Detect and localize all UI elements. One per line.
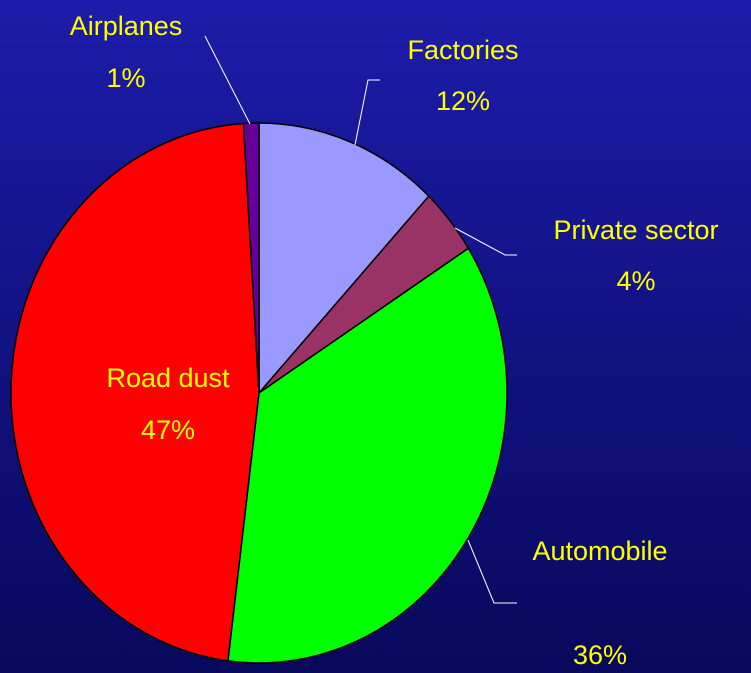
- pie-slice: [10, 122, 260, 662]
- leader-line: [467, 539, 517, 604]
- slice-value-label: 47%: [141, 415, 195, 445]
- leader-line: [454, 227, 517, 256]
- leader-line: [204, 35, 251, 125]
- pie-slice: [258, 122, 430, 396]
- slice-value-label: 36%: [573, 640, 627, 670]
- slice-label: Road dust: [106, 363, 230, 393]
- pie-slice: [242, 122, 260, 394]
- slice-label: Airplanes: [70, 11, 183, 41]
- slice-label: Automobile: [532, 536, 667, 566]
- slice-label: Private sector: [553, 215, 718, 245]
- slice-label: Factories: [407, 35, 518, 65]
- slice-value-label: 1%: [106, 63, 145, 93]
- pie-slice: [227, 247, 508, 664]
- slice-value-label: 4%: [616, 266, 655, 296]
- leader-line: [354, 79, 380, 146]
- slice-value-label: 12%: [436, 86, 490, 116]
